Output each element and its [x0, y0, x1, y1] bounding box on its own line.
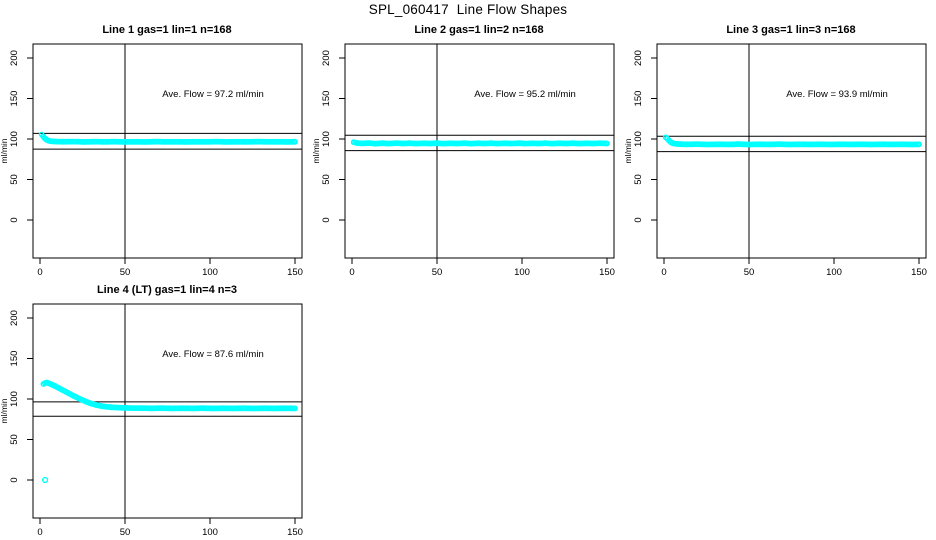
subplot-line-2: Line 2 gas=1 lin=2 n=168 0 50 100 150 0 50 100 1… — [311, 24, 615, 278]
y-axis-label: ml/min — [311, 138, 321, 163]
figure-title: SPL_060417 Line Flow Shapes — [368, 2, 568, 17]
y-tick-label: 200 — [9, 50, 20, 66]
x-tick-label: 0 — [37, 527, 42, 538]
data-points — [38, 131, 298, 145]
y-tick-label: 150 — [9, 91, 20, 107]
x-tick-label: 50 — [120, 267, 131, 278]
x-tick-label: 100 — [202, 267, 218, 278]
y-tick-label: 0 — [9, 477, 20, 482]
y-tick-label: 0 — [633, 217, 644, 222]
x-tick-label: 150 — [287, 527, 303, 538]
y-tick-label: 150 — [9, 351, 20, 367]
plot-box — [32, 43, 303, 259]
y-tick-label: 100 — [633, 131, 644, 147]
y-tick-label: 50 — [321, 174, 332, 185]
subplot-line-1: Line 1 gas=1 lin=1 n=168 0 50 100 150 0 50 100 1… — [0, 24, 303, 278]
y-axis-label: ml/min — [0, 138, 9, 163]
subplot-line-3: Line 3 gas=1 lin=3 n=168 0 50 100 150 0 50 100 1… — [623, 24, 927, 278]
data-points — [662, 134, 922, 148]
y-tick-label: 50 — [9, 174, 20, 185]
x-tick-label: 150 — [287, 267, 303, 278]
x-tick-label: 100 — [826, 267, 842, 278]
y-tick-label: 150 — [633, 91, 644, 107]
data-points — [350, 139, 610, 147]
x-tick-label: 50 — [432, 267, 443, 278]
x-tick-label: 100 — [514, 267, 530, 278]
y-tick-label: 200 — [9, 310, 20, 326]
x-tick-label: 150 — [911, 267, 927, 278]
x-tick-label: 50 — [744, 267, 755, 278]
avg-flow-annotation: Ave. Flow = 97.2 ml/min — [162, 89, 263, 100]
y-tick-label: 50 — [633, 174, 644, 185]
data-points — [40, 379, 298, 484]
y-tick-label: 50 — [9, 434, 20, 445]
x-tick-label: 100 — [202, 527, 218, 538]
avg-flow-annotation: Ave. Flow = 87.6 ml/min — [162, 349, 263, 360]
subplot-title: Line 4 (LT) gas=1 lin=4 n=3 — [97, 284, 237, 296]
subplot-title: Line 2 gas=1 lin=2 n=168 — [414, 24, 543, 36]
plot-box — [32, 303, 303, 519]
avg-flow-annotation: Ave. Flow = 93.9 ml/min — [786, 89, 887, 100]
y-tick-label: 200 — [321, 50, 332, 66]
subplot-line-4: Line 4 (LT) gas=1 lin=4 n=3 0 50 100 150 0 50 1… — [0, 284, 303, 538]
y-tick-label: 150 — [321, 91, 332, 107]
y-axis-label: ml/min — [0, 398, 9, 423]
avg-flow-annotation: Ave. Flow = 95.2 ml/min — [474, 89, 575, 100]
y-tick-label: 100 — [9, 131, 20, 147]
x-tick-label: 0 — [661, 267, 666, 278]
y-tick-label: 0 — [9, 217, 20, 222]
x-tick-label: 0 — [349, 267, 354, 278]
y-tick-label: 200 — [633, 50, 644, 66]
x-tick-label: 50 — [120, 527, 131, 538]
y-tick-label: 100 — [321, 131, 332, 147]
x-tick-label: 150 — [599, 267, 615, 278]
subplot-title: Line 1 gas=1 lin=1 n=168 — [102, 24, 231, 36]
plot-box — [656, 43, 927, 259]
subplot-title: Line 3 gas=1 lin=3 n=168 — [726, 24, 855, 36]
y-tick-label: 0 — [321, 217, 332, 222]
y-axis-label: ml/min — [623, 138, 633, 163]
outlier-point — [41, 476, 49, 484]
x-tick-label: 0 — [37, 267, 42, 278]
y-tick-label: 100 — [9, 391, 20, 407]
